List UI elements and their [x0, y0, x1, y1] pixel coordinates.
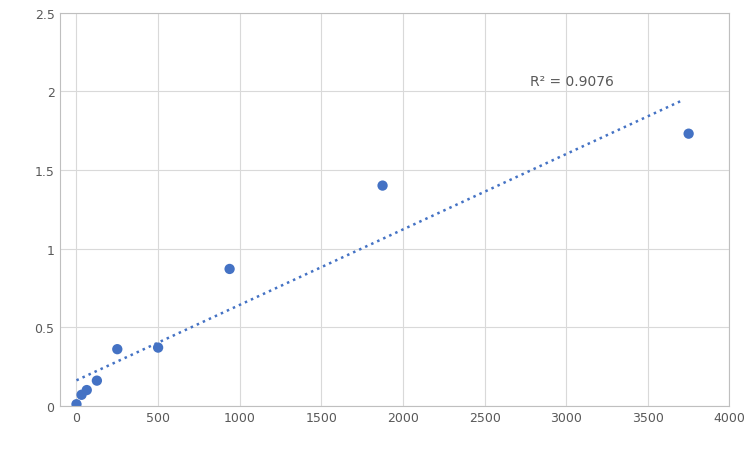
Point	[152, 344, 164, 351]
Point	[75, 391, 87, 399]
Point	[80, 387, 92, 394]
Point	[377, 183, 389, 190]
Point	[111, 346, 123, 353]
Point	[71, 401, 83, 408]
Point	[91, 377, 103, 384]
Point	[223, 266, 235, 273]
Text: R² = 0.9076: R² = 0.9076	[530, 75, 614, 89]
Point	[683, 131, 695, 138]
